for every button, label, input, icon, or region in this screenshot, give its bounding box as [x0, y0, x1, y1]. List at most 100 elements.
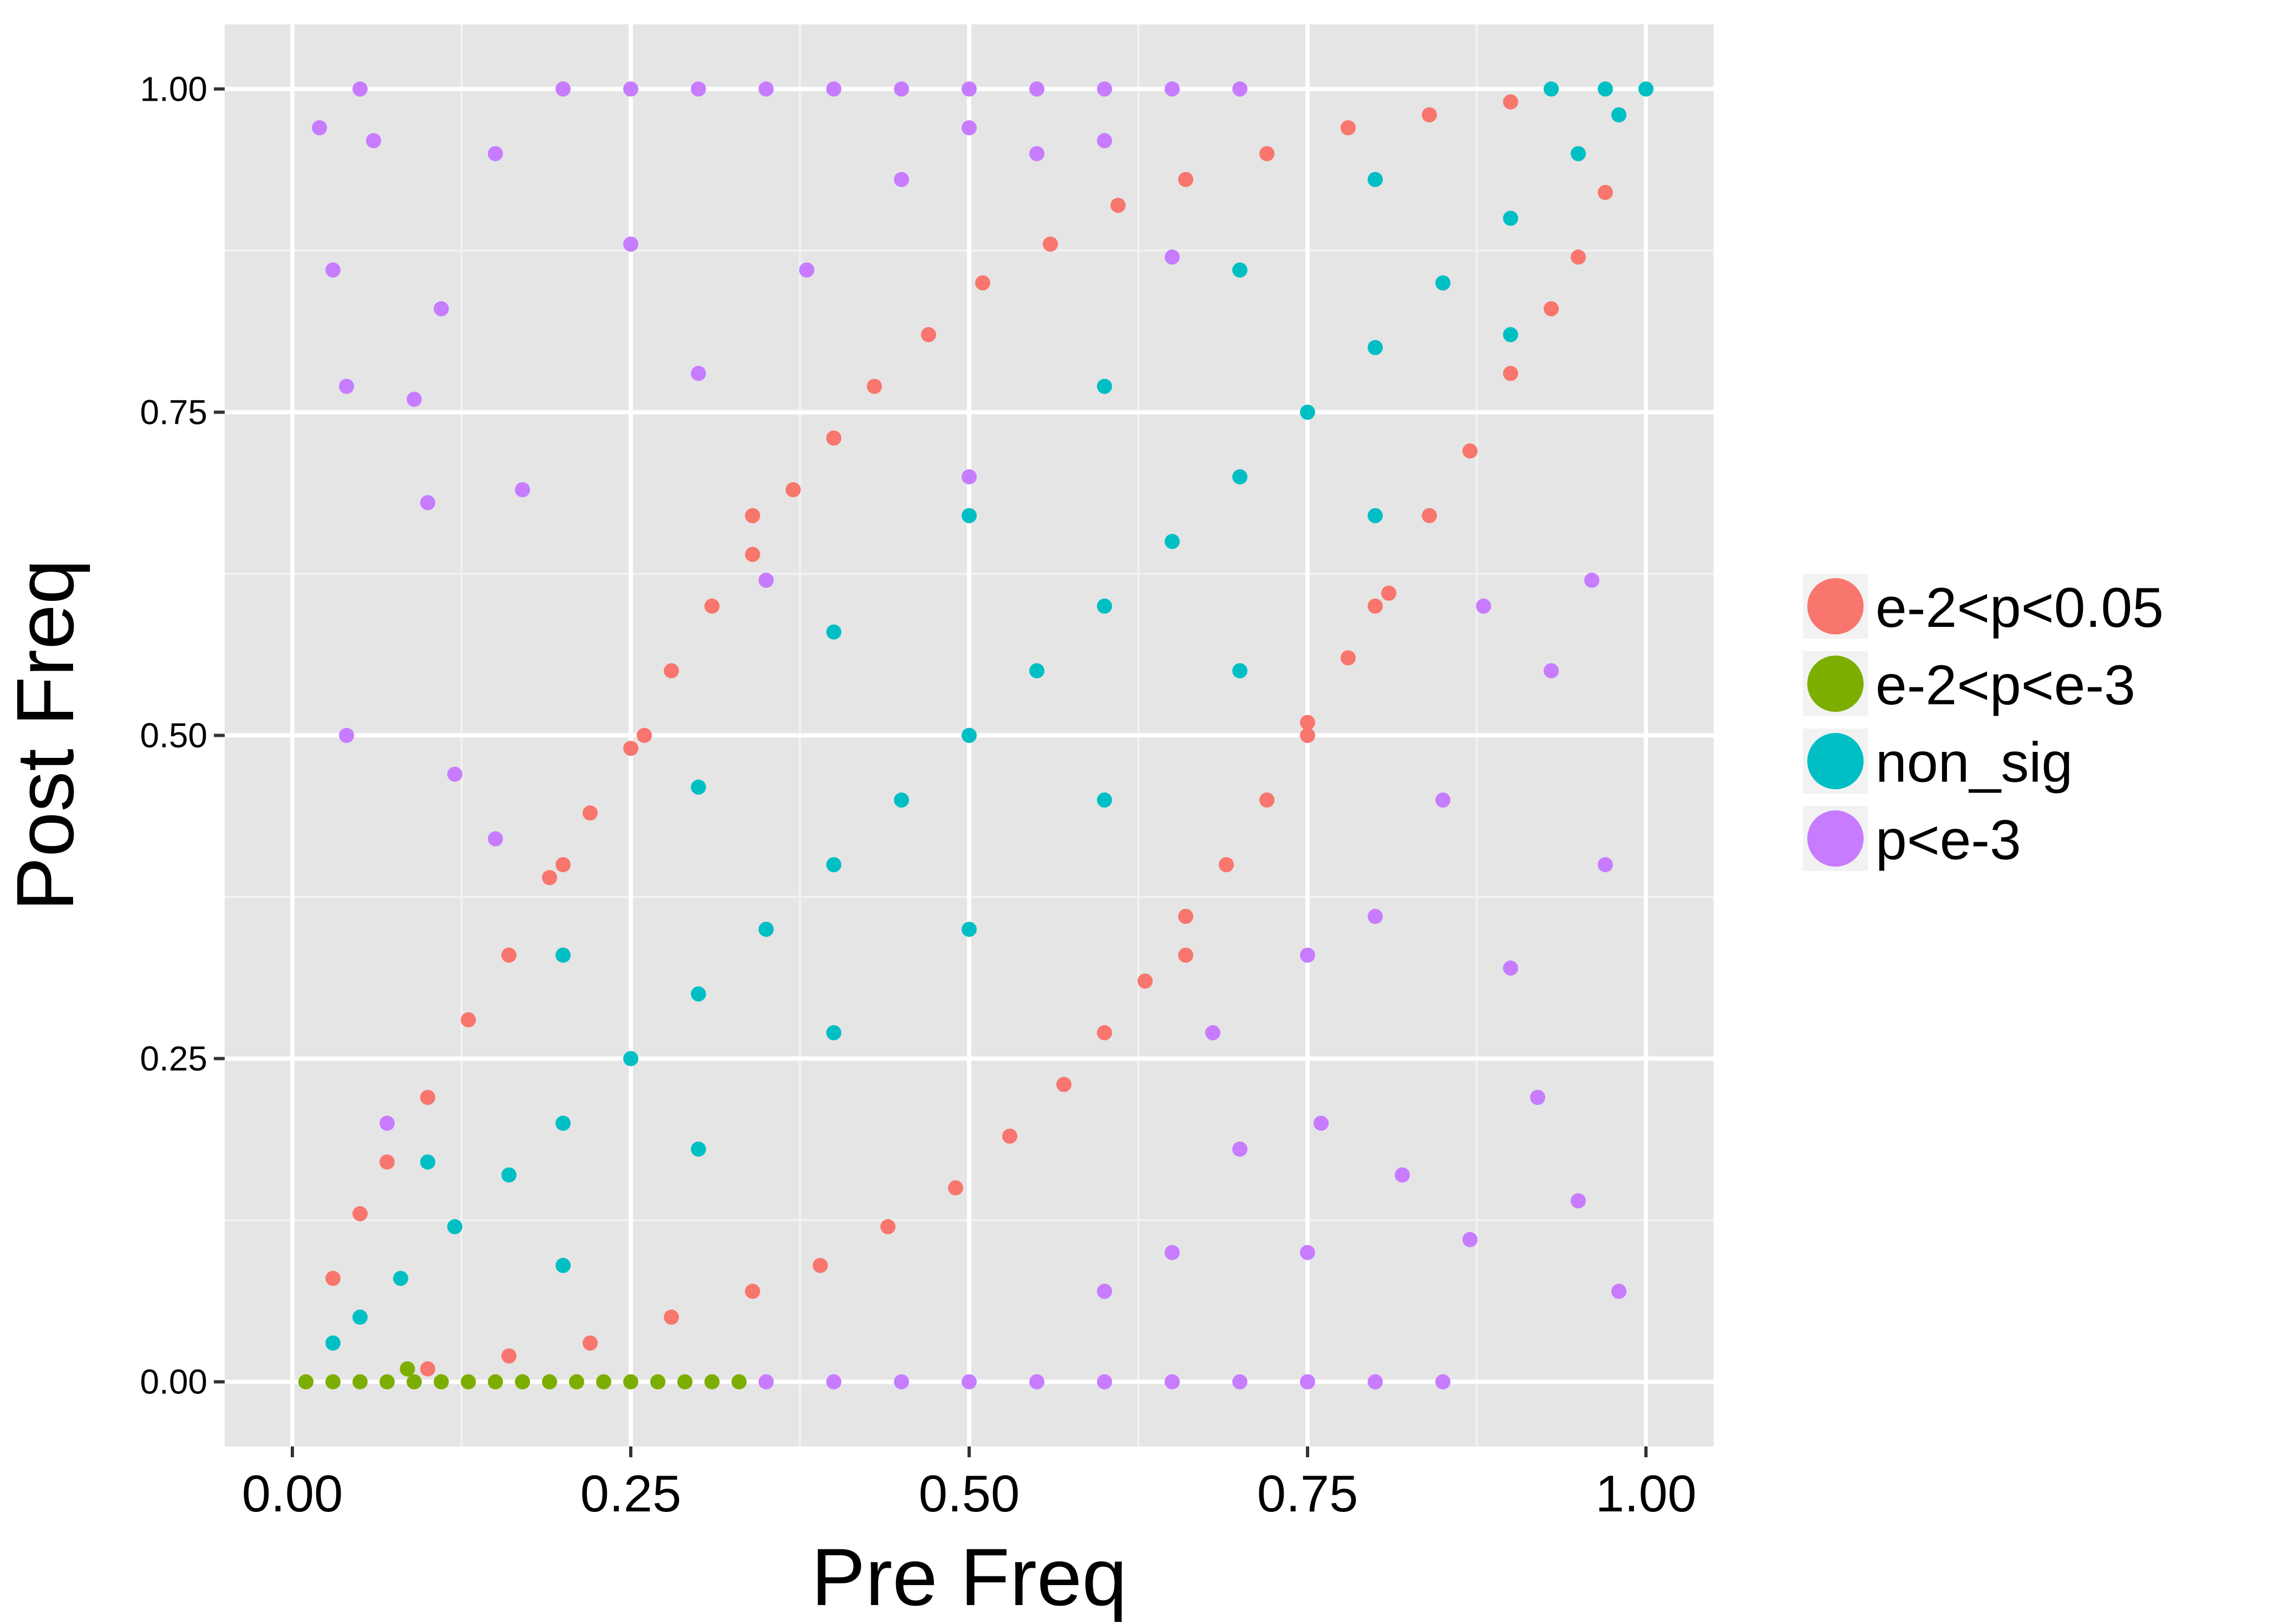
legend-label: p<e-3 [1876, 809, 2021, 872]
data-point [380, 1115, 395, 1131]
data-point [759, 81, 774, 97]
data-point [1002, 1128, 1017, 1144]
data-point [1503, 211, 1518, 226]
data-point [352, 1309, 368, 1325]
data-point [1368, 908, 1383, 924]
data-point [1368, 508, 1383, 523]
legend-label: e-2<p<e-3 [1876, 654, 2135, 717]
data-point [691, 81, 706, 97]
data-point [1165, 1374, 1180, 1390]
data-point [1571, 1193, 1586, 1209]
x-tick-label: 0.50 [919, 1465, 1020, 1523]
data-point [407, 391, 422, 407]
data-point [962, 921, 977, 937]
data-point [1097, 1374, 1112, 1390]
data-point [352, 1374, 368, 1390]
data-point [556, 1258, 571, 1273]
data-point [400, 1361, 415, 1377]
data-point [1638, 81, 1654, 97]
data-point [1503, 960, 1518, 976]
data-point [434, 1374, 449, 1390]
data-point [1300, 1374, 1315, 1390]
data-point [407, 1374, 422, 1390]
y-axis-title: Post Freq [0, 559, 90, 911]
data-point [569, 1374, 584, 1390]
series-e-2<p<0.05 [325, 94, 1613, 1377]
data-point [826, 1374, 841, 1390]
data-point [1435, 792, 1450, 808]
legend-swatch [1807, 810, 1864, 867]
data-point [1219, 857, 1234, 873]
data-point [962, 120, 977, 136]
data-point [1178, 172, 1193, 187]
data-point [1205, 1025, 1220, 1040]
data-point [826, 624, 841, 640]
data-point [515, 482, 530, 497]
data-points [298, 81, 1654, 1390]
data-point [501, 1167, 517, 1183]
data-point [380, 1154, 395, 1170]
data-point [1381, 585, 1396, 601]
data-point [501, 1348, 517, 1364]
data-point [1029, 1374, 1044, 1390]
data-point [921, 327, 936, 343]
data-point [1584, 572, 1599, 588]
data-point [664, 1309, 679, 1325]
data-point [420, 1361, 435, 1377]
data-point [420, 1090, 435, 1105]
data-point [1138, 973, 1153, 989]
data-point [1165, 249, 1180, 265]
data-point [1232, 469, 1247, 484]
data-point [1544, 663, 1559, 679]
data-point [894, 792, 909, 808]
data-point [1300, 715, 1315, 730]
data-point [962, 508, 977, 523]
data-point [434, 301, 449, 317]
data-point [501, 947, 517, 963]
data-point [420, 495, 435, 510]
data-point [339, 378, 354, 394]
legend-swatch [1807, 733, 1864, 789]
data-point [325, 1335, 341, 1351]
data-point [1232, 1141, 1247, 1157]
x-tick-label: 1.00 [1596, 1465, 1697, 1523]
data-point [826, 81, 841, 97]
data-point [1368, 598, 1383, 614]
data-point [488, 1374, 503, 1390]
data-point [1476, 598, 1491, 614]
data-point [1300, 404, 1315, 420]
data-point [1462, 443, 1478, 459]
data-point [1029, 81, 1044, 97]
data-point [1232, 262, 1247, 278]
data-point [1571, 146, 1586, 161]
data-point [1368, 340, 1383, 356]
data-point [623, 741, 638, 756]
data-point [1598, 857, 1613, 873]
data-point [1178, 908, 1193, 924]
data-point [1232, 1374, 1247, 1390]
data-point [1611, 107, 1626, 123]
data-point [1395, 1167, 1410, 1183]
data-point [1462, 1232, 1478, 1247]
x-axis: 0.00 0.25 0.50 0.75 1.00 [242, 1446, 1697, 1523]
data-point [366, 133, 381, 148]
data-point [1165, 81, 1180, 97]
data-point [447, 1219, 462, 1235]
data-point [704, 598, 720, 614]
data-point [1043, 236, 1058, 252]
data-point [759, 572, 774, 588]
data-point [826, 857, 841, 873]
data-point [1029, 663, 1044, 679]
data-point [948, 1180, 963, 1196]
data-point [1056, 1077, 1071, 1092]
data-point [1300, 1245, 1315, 1260]
data-point [325, 1374, 341, 1390]
x-axis-title: Pre Freq [811, 1531, 1127, 1622]
x-tick-label: 0.75 [1257, 1465, 1358, 1523]
data-point [583, 1335, 598, 1351]
data-point [1165, 534, 1180, 549]
data-point [596, 1374, 611, 1390]
data-point [1097, 378, 1112, 394]
data-point [1530, 1090, 1545, 1105]
